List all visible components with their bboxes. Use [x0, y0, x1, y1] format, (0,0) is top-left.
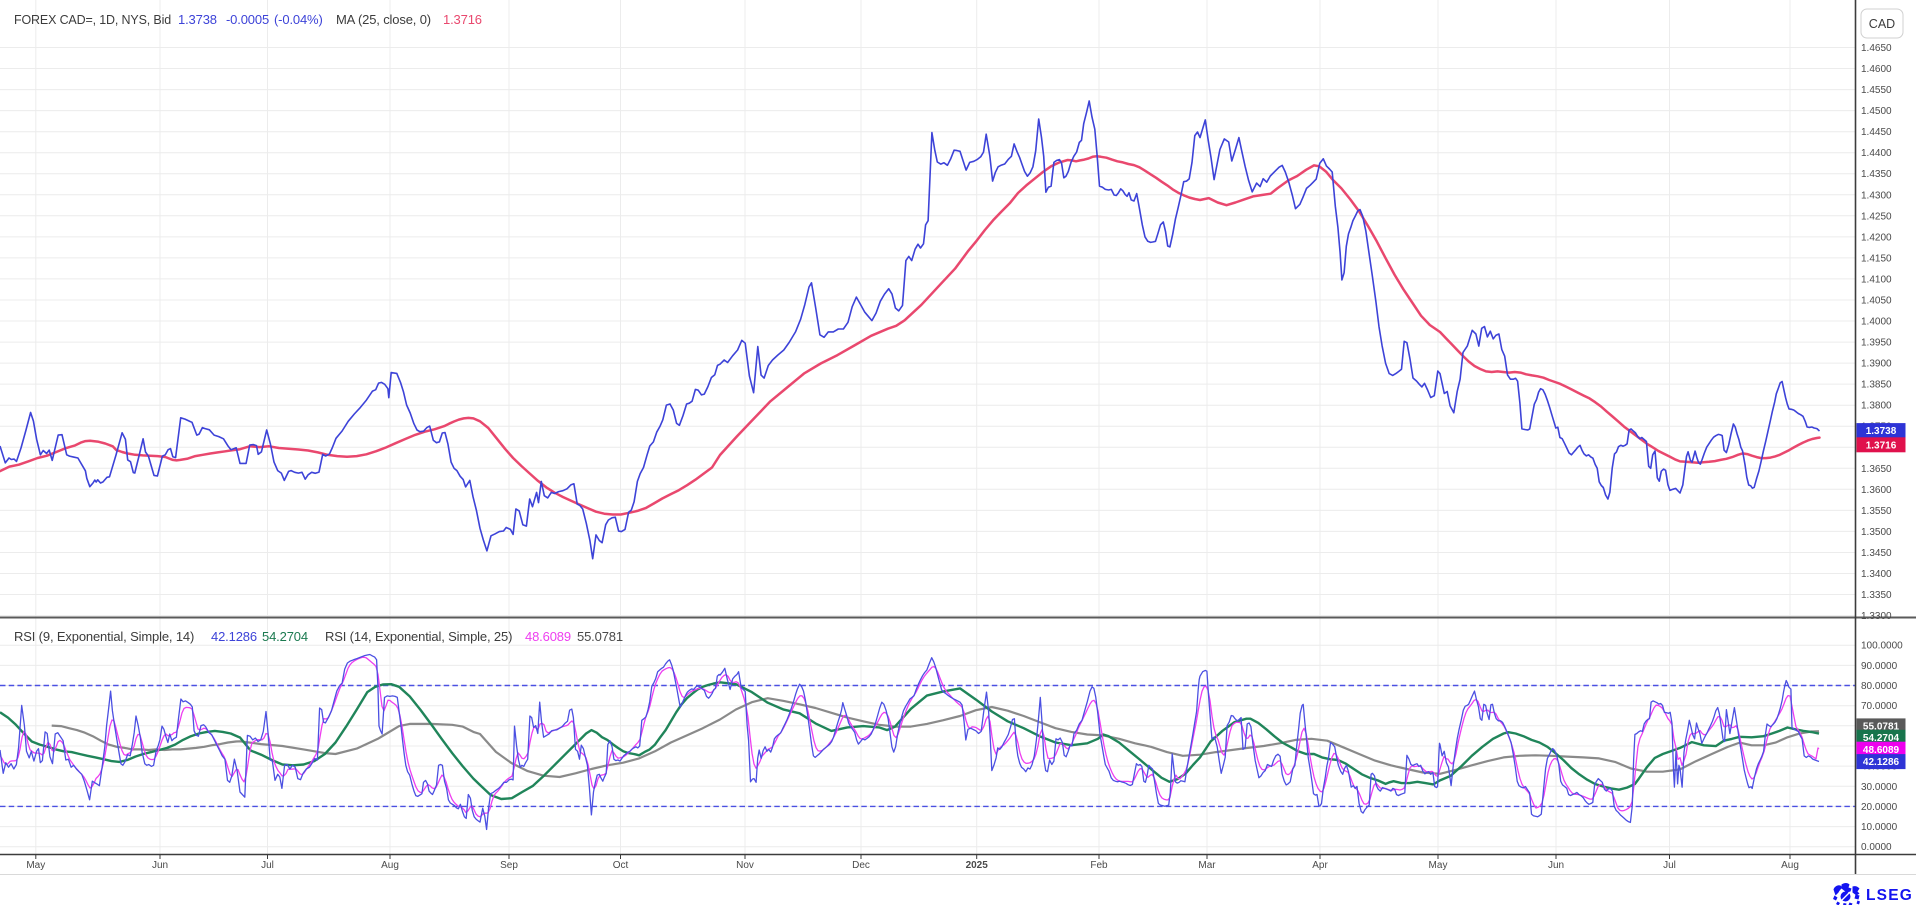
svg-text:1.3350: 1.3350 — [1861, 590, 1892, 601]
svg-text:1.4600: 1.4600 — [1861, 64, 1892, 75]
svg-text:1.3738: 1.3738 — [1866, 426, 1897, 437]
svg-text:55.0781: 55.0781 — [1863, 722, 1900, 733]
svg-text:1.4100: 1.4100 — [1861, 274, 1892, 285]
svg-text:1.3850: 1.3850 — [1861, 380, 1892, 391]
svg-text:Oct: Oct — [613, 860, 629, 871]
svg-text:1.3738: 1.3738 — [178, 12, 217, 27]
svg-text:May: May — [1429, 860, 1448, 871]
svg-text:90.0000: 90.0000 — [1861, 661, 1898, 672]
svg-text:48.6089: 48.6089 — [525, 629, 571, 644]
svg-text:Feb: Feb — [1090, 860, 1108, 871]
svg-text:1.3550: 1.3550 — [1861, 506, 1892, 517]
svg-text:RSI (9, Exponential, Simple, 1: RSI (9, Exponential, Simple, 14) — [14, 629, 194, 644]
svg-text:CAD: CAD — [1869, 17, 1895, 31]
svg-text:1.4650: 1.4650 — [1861, 43, 1892, 54]
svg-text:54.2704: 54.2704 — [262, 629, 308, 644]
svg-text:20.0000: 20.0000 — [1861, 802, 1898, 813]
svg-text:1.4500: 1.4500 — [1861, 106, 1892, 117]
svg-text:Aug: Aug — [381, 860, 399, 871]
svg-text:Jun: Jun — [1548, 860, 1564, 871]
svg-text:1.4350: 1.4350 — [1861, 169, 1892, 180]
svg-text:1.4400: 1.4400 — [1861, 148, 1892, 159]
svg-text:1.4250: 1.4250 — [1861, 211, 1892, 222]
svg-text:1.3900: 1.3900 — [1861, 359, 1892, 370]
svg-text:1.4150: 1.4150 — [1861, 253, 1892, 264]
svg-text:30.0000: 30.0000 — [1861, 782, 1898, 793]
svg-text:1.3400: 1.3400 — [1861, 569, 1892, 580]
svg-text:Nov: Nov — [736, 860, 754, 871]
svg-text:Jul: Jul — [261, 860, 274, 871]
svg-text:1.3450: 1.3450 — [1861, 548, 1892, 559]
svg-text:LSEG: LSEG — [1866, 887, 1913, 904]
svg-text:55.0781: 55.0781 — [577, 629, 623, 644]
svg-text:1.4300: 1.4300 — [1861, 190, 1892, 201]
svg-text:Apr: Apr — [1312, 860, 1328, 871]
svg-text:1.3950: 1.3950 — [1861, 338, 1892, 349]
svg-text:1.3300: 1.3300 — [1861, 611, 1892, 622]
svg-text:(-0.04%): (-0.04%) — [274, 12, 323, 27]
svg-text:RSI (14, Exponential, Simple,: RSI (14, Exponential, Simple, 25) — [325, 629, 512, 644]
svg-text:42.1286: 42.1286 — [1863, 757, 1900, 768]
svg-text:80.0000: 80.0000 — [1861, 681, 1898, 692]
svg-text:Jul: Jul — [1663, 860, 1676, 871]
svg-text:1.4550: 1.4550 — [1861, 85, 1892, 96]
svg-text:May: May — [26, 860, 45, 871]
svg-text:Sep: Sep — [500, 860, 518, 871]
svg-text:1.3800: 1.3800 — [1861, 401, 1892, 412]
svg-text:1.4200: 1.4200 — [1861, 232, 1892, 243]
svg-text:1.4450: 1.4450 — [1861, 127, 1892, 138]
svg-text:1.4000: 1.4000 — [1861, 317, 1892, 328]
svg-text:10.0000: 10.0000 — [1861, 822, 1898, 833]
svg-text:42.1286: 42.1286 — [211, 629, 257, 644]
svg-text:FOREX CAD=, 1D, NYS, Bid: FOREX CAD=, 1D, NYS, Bid — [14, 12, 171, 27]
svg-text:1.4050: 1.4050 — [1861, 296, 1892, 307]
svg-text:Mar: Mar — [1198, 860, 1216, 871]
svg-text:70.0000: 70.0000 — [1861, 701, 1898, 712]
svg-text:1.3600: 1.3600 — [1861, 485, 1892, 496]
svg-text:1.3650: 1.3650 — [1861, 464, 1892, 475]
svg-text:100.0000: 100.0000 — [1861, 641, 1903, 652]
svg-text:1.3716: 1.3716 — [443, 12, 482, 27]
svg-text:1.3500: 1.3500 — [1861, 527, 1892, 538]
svg-text:48.6089: 48.6089 — [1863, 745, 1900, 756]
svg-text:1.3716: 1.3716 — [1866, 440, 1897, 451]
svg-text:Dec: Dec — [852, 860, 870, 871]
svg-text:54.2704: 54.2704 — [1863, 733, 1900, 744]
svg-text:0.0000: 0.0000 — [1861, 842, 1892, 853]
svg-text:Aug: Aug — [1781, 860, 1799, 871]
svg-text:MA (25, close, 0): MA (25, close, 0) — [336, 12, 431, 27]
svg-text:-0.0005: -0.0005 — [226, 12, 269, 27]
svg-text:Jun: Jun — [152, 860, 168, 871]
svg-text:2025: 2025 — [966, 860, 989, 871]
